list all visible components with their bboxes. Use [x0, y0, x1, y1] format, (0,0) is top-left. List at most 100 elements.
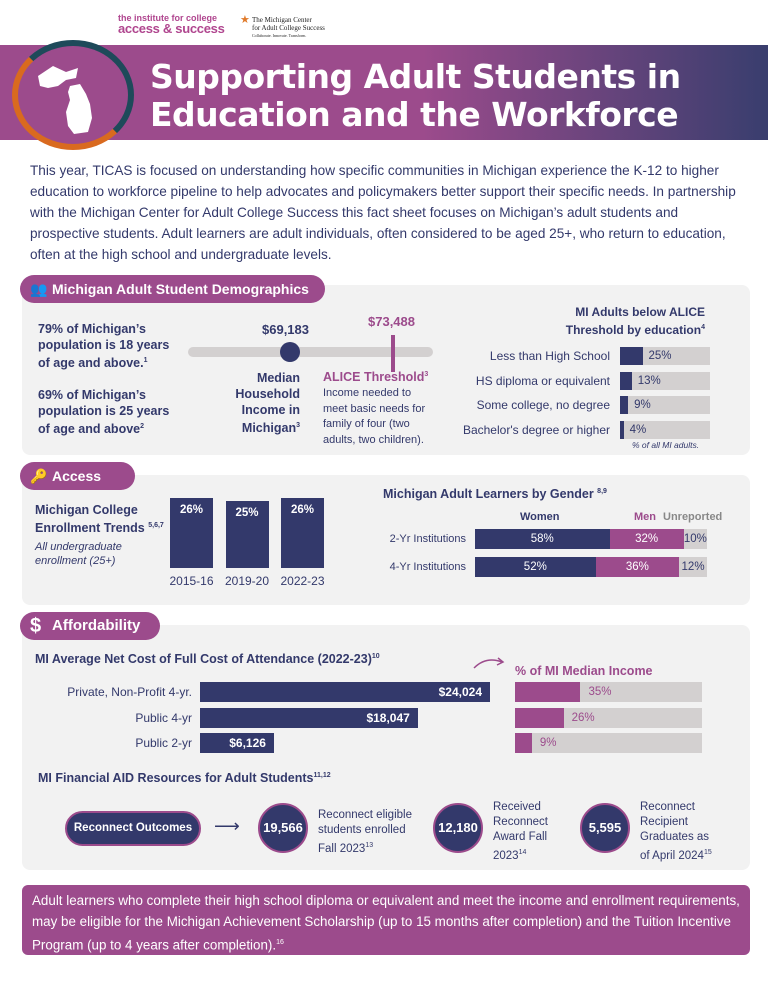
alice-bar-fill	[620, 371, 632, 390]
alice-description: Income needed to meet basic needs for fa…	[323, 387, 426, 446]
alice-bar: 13%	[620, 371, 710, 390]
michigan-logo-ring	[12, 40, 134, 150]
affordability-heading: $ Affordability	[20, 612, 160, 640]
intro-paragraph: This year, TICAS is focused on understan…	[30, 163, 736, 262]
outcome-description: Reconnect Recipient Graduates as of Apri…	[640, 801, 712, 862]
alice-bar-fill	[620, 347, 643, 365]
cost-bar-label: $24,024	[438, 685, 482, 699]
key-icon: 🔑	[30, 468, 48, 484]
aid-title: MI Financial AID Resources for Adult Stu…	[38, 771, 331, 785]
income-track	[188, 347, 433, 357]
gender-row-label: 2-Yr Institutions	[389, 533, 466, 545]
cost-row-label: Public 2-yr	[135, 736, 192, 750]
gender-segment-women: 58%	[475, 529, 610, 549]
gender-chart-title: Michigan Adult Learners by Gender 8,9	[383, 487, 607, 501]
legend-unreported: Unreported	[663, 511, 723, 523]
footer-callout: Adult learners who complete their high s…	[22, 885, 750, 955]
pct-bar: 9%	[515, 733, 702, 753]
outcome-description: Received Reconnect Award Fall 202314	[493, 801, 548, 862]
alice-bar: 9%	[620, 396, 710, 414]
pct-bar-fill	[515, 733, 532, 753]
alice-bar: 4%	[620, 420, 710, 439]
enrollment-year: 2015-16	[169, 574, 214, 588]
stat-18-plus: 79% of Michigan’s population is 18 years…	[38, 322, 170, 371]
enrollment-bar: 25%	[225, 500, 269, 568]
enrollment-year: 2022-23	[280, 574, 325, 588]
median-income-value: $69,183	[262, 322, 309, 337]
gender-segment-unreported: 10%	[683, 529, 707, 549]
demographics-heading: 👥 Michigan Adult Student Demographics	[20, 275, 325, 303]
gender-row-label: 4-Yr Institutions	[389, 561, 466, 573]
people-icon: 👥	[30, 281, 48, 297]
alice-bar: 25%	[620, 347, 710, 365]
pct-bar-fill	[515, 707, 564, 728]
cost-row-label: Public 4-yr	[135, 710, 192, 725]
alice-chart-footnote: % of all MI adults.	[632, 440, 700, 450]
median-income-label: Median Household Income in Michigan3	[235, 371, 300, 436]
alice-value: $73,488	[368, 314, 415, 329]
enrollment-bar-label: 25%	[235, 506, 259, 519]
pct-bar-label: 26%	[571, 711, 595, 724]
pct-bar-fill	[515, 682, 581, 702]
alice-bar-fill	[620, 420, 624, 439]
alice-bar-label: 4%	[629, 423, 647, 436]
alice-bar-label: 9%	[634, 399, 651, 411]
enrollment-bar: 26%	[170, 498, 213, 568]
logo-text: the institute for college	[118, 13, 218, 23]
outcome-number-circle: 12,180	[433, 803, 483, 853]
alice-chart-title: MI Adults below ALICE Threshold by educa…	[565, 305, 705, 337]
alice-threshold-marker	[391, 335, 395, 372]
alice-row-label: Less than High School	[489, 349, 610, 363]
outcome-description: Reconnect eligible students enrolled Fal…	[318, 809, 412, 855]
alice-row-label: HS diploma or equivalent	[475, 373, 610, 388]
cost-bar-label: $6,126	[229, 736, 266, 750]
enrollment-bar-label: 26%	[290, 504, 315, 516]
reconnect-outcomes-button[interactable]: Reconnect Outcomes	[65, 811, 201, 846]
cost-chart-title: MI Average Net Cost of Full Cost of Atte…	[35, 652, 380, 666]
curved-arrow-icon	[473, 657, 505, 669]
pct-bar: 26%	[515, 707, 702, 728]
gender-segment-unreported: 12%	[679, 557, 707, 577]
pct-bar-label: 35%	[588, 686, 612, 698]
logo-text: Collaborate. Innovate. Transform.	[252, 33, 307, 38]
cost-bar: $18,047	[200, 707, 418, 728]
alice-bar-label: 13%	[637, 374, 661, 387]
alice-row-label: Some college, no degree	[476, 398, 610, 412]
pct-chart-title: % of MI Median Income	[515, 664, 653, 678]
pct-bar-label: 9%	[539, 737, 557, 749]
legend-women: Women	[520, 511, 560, 523]
median-income-marker	[280, 342, 300, 362]
dollar-icon: $	[30, 615, 42, 637]
star-icon: ★	[240, 14, 250, 26]
enrollment-year: 2019-20	[224, 574, 270, 588]
gender-segment-women: 52%	[475, 557, 596, 577]
enrollment-subtitle: All undergraduate enrollment (25+)	[35, 541, 122, 567]
alice-row-label: Bachelor's degree or higher	[462, 422, 610, 437]
logo-text: for Adult College Success	[252, 23, 325, 32]
enrollment-title: Michigan College Enrollment Trends 5,6,7	[35, 503, 164, 536]
enrollment-bar: 26%	[281, 498, 324, 568]
mcacs-logo: ★ The Michigan Center for Adult College Su…	[240, 14, 325, 40]
page-title: Supporting Adult Students in Education an…	[150, 57, 681, 134]
outcome-number-circle: 5,595	[580, 803, 630, 853]
cost-row-label: Private, Non-Profit 4-yr.	[67, 685, 192, 699]
cost-bar: $24,024	[200, 682, 490, 702]
ticas-logo: the institute for college access & succes…	[118, 13, 225, 36]
gender-bar: 58% 32% 10%	[475, 529, 707, 549]
stat-25-plus: 69% of Michigan’s population is 25 years…	[38, 388, 170, 437]
outcome-number-circle: 19,566	[258, 803, 308, 853]
cost-bar: $6,126	[200, 733, 274, 753]
logo-text: The Michigan Center	[252, 16, 312, 24]
cost-bar-label: $18,047	[366, 710, 410, 725]
enrollment-bar-label: 26%	[179, 504, 204, 516]
gender-bar: 52% 36% 12%	[475, 557, 707, 577]
logo-text: access & success	[118, 21, 225, 36]
michigan-map-icon	[38, 66, 92, 134]
alice-bar-label: 25%	[648, 350, 672, 362]
gender-segment-men: 36%	[595, 557, 680, 577]
legend-men: Men	[634, 511, 656, 523]
pct-bar: 35%	[515, 682, 702, 702]
access-heading: 🔑 Access	[20, 462, 135, 490]
alice-label: ALICE Threshold3	[323, 370, 429, 384]
alice-bar-fill	[620, 396, 629, 414]
